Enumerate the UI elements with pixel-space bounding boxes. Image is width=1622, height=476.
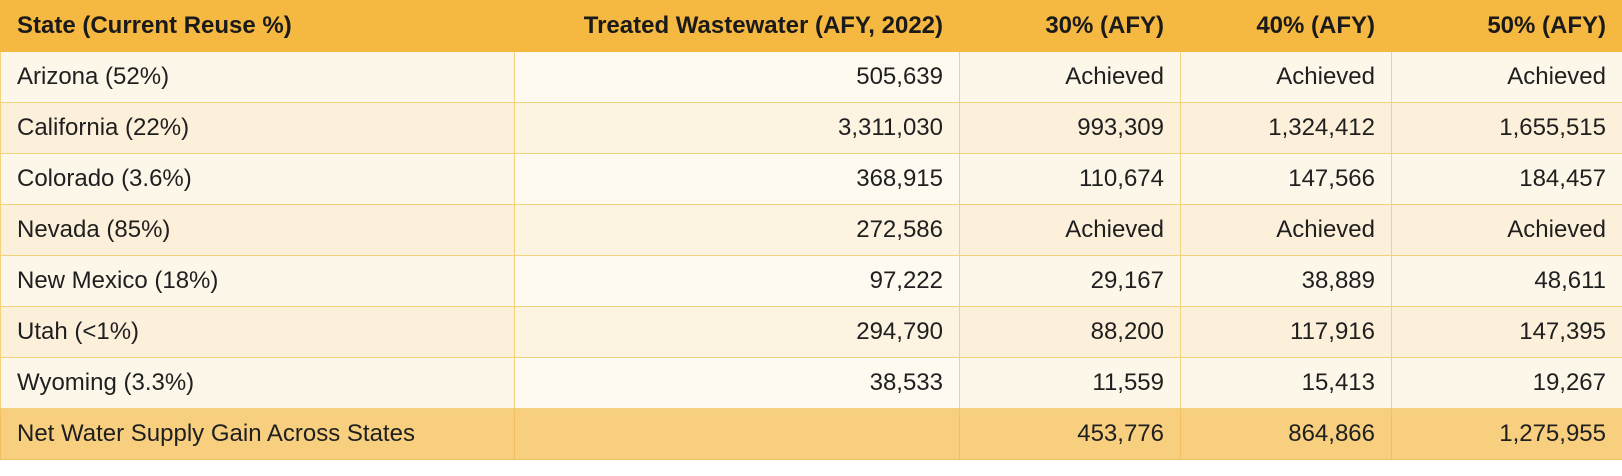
water-reuse-table: State (Current Reuse %) Treated Wastewat… — [0, 0, 1622, 460]
cell-state: California (22%) — [0, 102, 515, 154]
cell-state: Nevada (85%) — [0, 204, 515, 256]
cell-40: Achieved — [1180, 51, 1392, 103]
cell-40: 1,324,412 — [1180, 102, 1392, 154]
cell-state: New Mexico (18%) — [0, 255, 515, 307]
cell-40: 147,566 — [1180, 153, 1392, 205]
total-treated — [514, 408, 960, 460]
cell-40: 15,413 — [1180, 357, 1392, 409]
table-row: Nevada (85%) 272,586 Achieved Achieved A… — [0, 204, 1622, 256]
cell-40: Achieved — [1180, 204, 1392, 256]
table-row: New Mexico (18%) 97,222 29,167 38,889 48… — [0, 255, 1622, 307]
table-row: Utah (<1%) 294,790 88,200 117,916 147,39… — [0, 306, 1622, 358]
cell-treated: 3,311,030 — [514, 102, 960, 154]
cell-30: 29,167 — [959, 255, 1181, 307]
table-row: Colorado (3.6%) 368,915 110,674 147,566 … — [0, 153, 1622, 205]
cell-treated: 272,586 — [514, 204, 960, 256]
cell-state: Wyoming (3.3%) — [0, 357, 515, 409]
cell-50: 48,611 — [1391, 255, 1622, 307]
cell-state: Colorado (3.6%) — [0, 153, 515, 205]
cell-40: 117,916 — [1180, 306, 1392, 358]
cell-30: 993,309 — [959, 102, 1181, 154]
cell-50: 184,457 — [1391, 153, 1622, 205]
cell-30: Achieved — [959, 204, 1181, 256]
cell-treated: 38,533 — [514, 357, 960, 409]
header-30-percent: 30% (AFY) — [959, 0, 1181, 52]
header-treated-wastewater: Treated Wastewater (AFY, 2022) — [514, 0, 960, 52]
cell-50: 147,395 — [1391, 306, 1622, 358]
cell-50: 19,267 — [1391, 357, 1622, 409]
table-row: California (22%) 3,311,030 993,309 1,324… — [0, 102, 1622, 154]
cell-40: 38,889 — [1180, 255, 1392, 307]
total-label: Net Water Supply Gain Across States — [0, 408, 515, 460]
cell-state: Utah (<1%) — [0, 306, 515, 358]
header-40-percent: 40% (AFY) — [1180, 0, 1392, 52]
total-50: 1,275,955 — [1391, 408, 1622, 460]
cell-treated: 368,915 — [514, 153, 960, 205]
total-30: 453,776 — [959, 408, 1181, 460]
cell-treated: 97,222 — [514, 255, 960, 307]
header-50-percent: 50% (AFY) — [1391, 0, 1622, 52]
cell-30: 110,674 — [959, 153, 1181, 205]
cell-treated: 294,790 — [514, 306, 960, 358]
cell-30: Achieved — [959, 51, 1181, 103]
header-state: State (Current Reuse %) — [0, 0, 515, 52]
table-row: Wyoming (3.3%) 38,533 11,559 15,413 19,2… — [0, 357, 1622, 409]
cell-50: Achieved — [1391, 51, 1622, 103]
cell-50: 1,655,515 — [1391, 102, 1622, 154]
total-row: Net Water Supply Gain Across States 453,… — [0, 408, 1622, 460]
cell-state: Arizona (52%) — [0, 51, 515, 103]
cell-treated: 505,639 — [514, 51, 960, 103]
table-row: Arizona (52%) 505,639 Achieved Achieved … — [0, 51, 1622, 103]
total-40: 864,866 — [1180, 408, 1392, 460]
cell-30: 11,559 — [959, 357, 1181, 409]
header-row: State (Current Reuse %) Treated Wastewat… — [0, 0, 1622, 52]
cell-30: 88,200 — [959, 306, 1181, 358]
cell-50: Achieved — [1391, 204, 1622, 256]
